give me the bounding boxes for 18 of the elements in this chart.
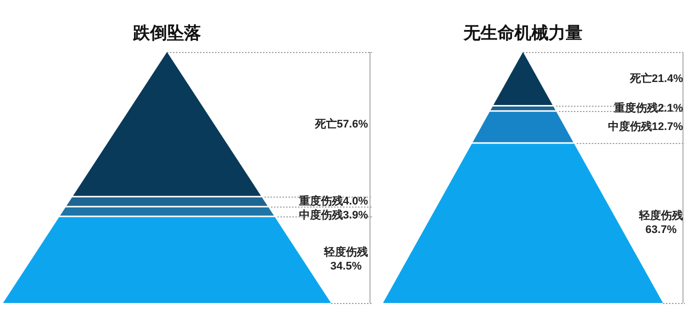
text: 跌倒坠落 [132, 24, 201, 43]
text: 无生命机械力量 [462, 24, 582, 43]
category-label: 轻度伤残 [638, 209, 683, 222]
data-label: 3.9% [342, 210, 368, 222]
data-label: 21.4% [652, 72, 684, 85]
category-label: 中度伤残 [298, 208, 343, 222]
data-label: 57.6% [336, 118, 368, 130]
data-label: 12.7% [652, 121, 684, 134]
category-label: 中度伤残 [608, 120, 652, 134]
data-label: 2.1% [658, 102, 684, 114]
data-label: 4.0% [342, 196, 368, 208]
category-label: 重度伤残 [298, 194, 343, 208]
category-label: 轻度伤残 [323, 246, 368, 259]
category-label: 重度伤残 [612, 101, 658, 114]
data-label: 63.7% [645, 224, 677, 236]
data-label: 34.5% [330, 260, 362, 273]
category-label: 死亡 [314, 117, 337, 130]
category-label: 死亡 [628, 72, 652, 85]
